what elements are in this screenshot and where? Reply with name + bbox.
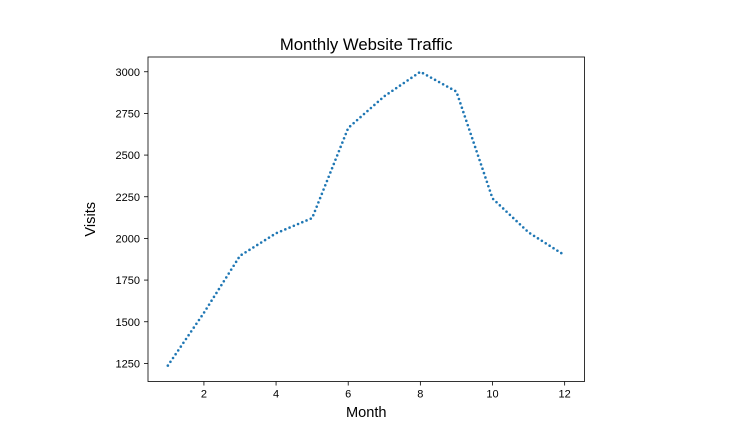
svg-text:1500: 1500 — [116, 317, 140, 329]
svg-text:12: 12 — [559, 389, 571, 401]
svg-text:2000: 2000 — [116, 233, 140, 245]
svg-text:1250: 1250 — [116, 358, 140, 370]
svg-text:2250: 2250 — [116, 192, 140, 204]
svg-text:Visits: Visits — [83, 202, 99, 237]
svg-text:Month: Month — [346, 405, 387, 421]
svg-text:10: 10 — [486, 389, 498, 401]
svg-text:2500: 2500 — [116, 150, 140, 162]
svg-text:3000: 3000 — [116, 67, 140, 79]
svg-text:6: 6 — [345, 389, 351, 401]
svg-text:4: 4 — [273, 389, 279, 401]
svg-text:2: 2 — [201, 389, 207, 401]
svg-text:2750: 2750 — [116, 108, 140, 120]
svg-text:Monthly Website Traffic: Monthly Website Traffic — [280, 35, 453, 54]
svg-text:1750: 1750 — [116, 275, 140, 287]
svg-text:8: 8 — [417, 389, 423, 401]
